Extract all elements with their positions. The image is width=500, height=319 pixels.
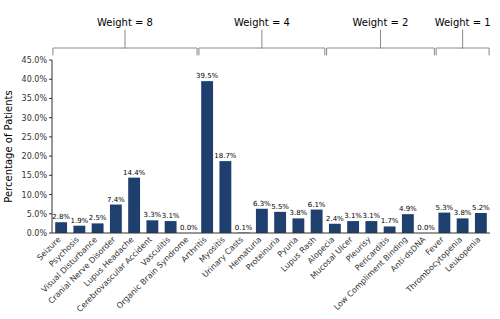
y-tick	[49, 136, 52, 137]
x-tick-label: Organic Brain Syndrome	[115, 235, 191, 311]
data-label: 1.7%	[381, 217, 399, 225]
x-axis-line	[52, 233, 490, 234]
y-tick-label: 35.0%	[22, 94, 48, 103]
y-tick-label: 40.0%	[22, 75, 48, 84]
data-label: 0.0%	[180, 224, 198, 232]
group-label: Weight = 2	[353, 17, 409, 28]
bar	[365, 221, 377, 233]
bar	[347, 221, 359, 233]
bar	[475, 213, 487, 233]
bar	[146, 220, 158, 233]
group-bracket	[53, 30, 197, 55]
bar	[73, 226, 85, 233]
data-label: 1.9%	[70, 217, 88, 225]
y-tick	[49, 233, 52, 234]
data-label: 39.5%	[196, 72, 219, 80]
data-label: 0.1%	[235, 224, 253, 232]
data-label: 2.5%	[89, 214, 107, 222]
bar	[384, 226, 396, 233]
group-bracket	[327, 30, 435, 55]
y-tick	[49, 213, 52, 214]
y-tick	[49, 175, 52, 176]
bar	[311, 210, 323, 233]
y-tick-label: 25.0%	[22, 133, 48, 142]
bracket-line	[199, 30, 325, 55]
y-tick	[49, 60, 52, 61]
group-label: Weight = 1	[435, 17, 491, 28]
y-tick-label: 30.0%	[22, 114, 48, 123]
data-label: 5.5%	[271, 203, 289, 211]
bar	[329, 224, 341, 233]
bar	[92, 223, 104, 233]
data-label: 6.1%	[308, 201, 326, 209]
bar	[165, 221, 177, 233]
y-tick	[49, 194, 52, 195]
data-label: 2.8%	[52, 213, 70, 221]
group-bracket	[199, 30, 325, 55]
y-axis-line	[52, 60, 53, 233]
bar	[219, 161, 231, 233]
group-label: Weight = 8	[97, 17, 153, 28]
group-label: Weight = 4	[234, 17, 290, 28]
data-label: 3.1%	[362, 212, 380, 220]
bar	[55, 222, 67, 233]
bar	[457, 218, 469, 233]
x-tick-label: Leukopenia	[444, 235, 483, 274]
y-tick-label: 20.0%	[22, 152, 48, 161]
data-label: 18.7%	[214, 152, 237, 160]
bars	[55, 81, 487, 233]
chart: 2.8%1.9%2.5%7.4%14.4%3.3%3.1%0.0%39.5%18…	[0, 0, 500, 319]
y-tick-label: 0.0%	[27, 229, 48, 238]
bar	[274, 212, 286, 233]
data-label: 7.4%	[107, 196, 125, 204]
bar	[292, 218, 304, 233]
bracket-line	[436, 30, 489, 55]
x-tick-label: Cranial Nerve Disorder	[47, 235, 118, 306]
data-label: 3.1%	[344, 212, 362, 220]
data-label: 2.4%	[326, 215, 344, 223]
x-tick-label: Anti-dsDNA	[389, 235, 428, 274]
bar	[201, 81, 213, 233]
y-tick-label: 5.0%	[27, 210, 48, 219]
bar	[110, 205, 122, 233]
y-tick-label: 15.0%	[22, 171, 48, 180]
y-tick-label: 45.0%	[22, 56, 48, 65]
bracket-line	[327, 30, 435, 55]
group-bracket	[436, 30, 489, 55]
data-label: 6.3%	[253, 200, 271, 208]
data-label: 4.9%	[399, 205, 417, 213]
data-label: 14.4%	[123, 169, 146, 177]
data-label: 3.8%	[454, 209, 472, 217]
data-label: 0.0%	[417, 224, 435, 232]
data-label: 3.3%	[143, 211, 161, 219]
y-tick	[49, 117, 52, 118]
y-tick	[49, 79, 52, 80]
y-tick-label: 10.0%	[22, 191, 48, 200]
bar	[128, 178, 140, 233]
data-label: 5.3%	[435, 204, 453, 212]
y-axis-label: Percentage of Patients	[3, 90, 14, 202]
x-tick-label: Low Compliment Binding	[332, 235, 409, 312]
bracket-line	[53, 30, 197, 55]
bar	[438, 213, 450, 233]
data-label: 3.1%	[162, 212, 180, 220]
data-label: 5.2%	[472, 204, 490, 212]
bar	[256, 209, 268, 233]
bar	[402, 214, 414, 233]
y-tick	[49, 98, 52, 99]
data-label: 3.8%	[289, 209, 307, 217]
y-tick	[49, 156, 52, 157]
x-tick-label: Cerebrovascular Accident	[75, 235, 154, 314]
